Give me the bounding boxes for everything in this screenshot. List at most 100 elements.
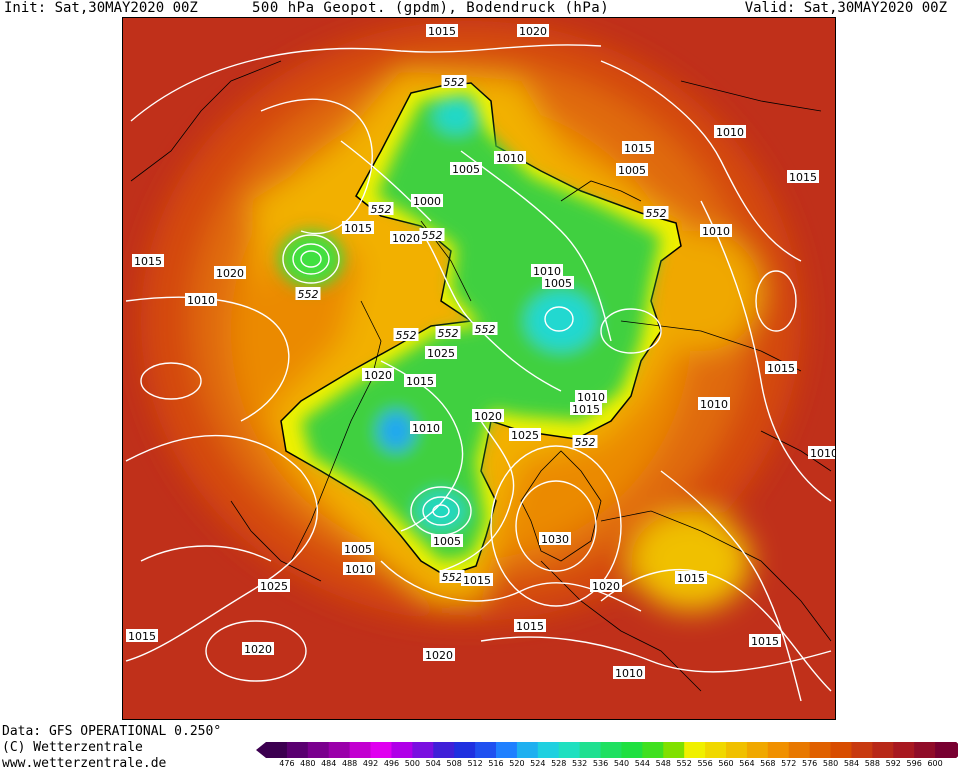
init-time-label: Init: Sat,30MAY2020 00Z bbox=[4, 0, 198, 16]
isobar-label: 1005 bbox=[431, 534, 463, 548]
isobar-label: 1020 bbox=[390, 231, 422, 245]
isobar-label: 1015 bbox=[426, 24, 458, 38]
isobar-label-text: 1015 bbox=[572, 403, 600, 416]
colorbar-segment bbox=[851, 742, 873, 758]
colorbar-tick-label: 528 bbox=[551, 759, 567, 768]
colorbar-tick-label: 536 bbox=[592, 759, 609, 768]
website-link[interactable]: www.wetterzentrale.de bbox=[2, 756, 167, 771]
isobar-label: 1020 bbox=[362, 368, 394, 382]
isobar-label-text: 552 bbox=[646, 207, 667, 220]
colorbar-segment bbox=[705, 742, 727, 758]
colorbar-tick-label: 556 bbox=[697, 759, 713, 768]
isobar-label: 1010 bbox=[531, 264, 563, 278]
colorbar-tick-label: 552 bbox=[676, 759, 692, 768]
isobar-label-text: 1010 bbox=[533, 265, 561, 278]
isobar-label: 1015 bbox=[514, 619, 546, 633]
isobar-label-text: 1015 bbox=[344, 222, 372, 235]
colorbar-tick-label: 548 bbox=[655, 759, 671, 768]
contour-label-552: 552 bbox=[643, 206, 669, 220]
colorbar-tick-label: 484 bbox=[321, 759, 337, 768]
colorbar-tick-label: 544 bbox=[634, 759, 650, 768]
colorbar-tick-label: 560 bbox=[718, 759, 734, 768]
isobar-label: 1030 bbox=[539, 532, 571, 546]
isobar-label-text: 1010 bbox=[716, 126, 744, 139]
isobar-label: 1005 bbox=[450, 162, 482, 176]
isobar-label-text: 1010 bbox=[496, 152, 524, 165]
colorbar-segment bbox=[475, 742, 497, 758]
isobar-label-text: 1015 bbox=[677, 572, 705, 585]
colorbar-segment bbox=[642, 742, 664, 758]
isobars bbox=[125, 44, 832, 702]
isobar-label: 1020 bbox=[472, 409, 504, 423]
isobar-label: 1025 bbox=[509, 428, 541, 442]
isobar-label: 1005 bbox=[616, 163, 648, 177]
colorbar-segment bbox=[621, 742, 643, 758]
isobar-label: 1015 bbox=[126, 629, 158, 643]
isobar-label: 1025 bbox=[258, 579, 290, 593]
colorbar-segment bbox=[454, 742, 476, 758]
colorbar-segment bbox=[746, 742, 769, 758]
map-title: 500 hPa Geopot. (gpdm), Bodendruck (hPa) bbox=[252, 0, 610, 16]
colorbar-segment bbox=[809, 742, 832, 758]
isobar-label-text: 552 bbox=[422, 229, 443, 242]
isobar-label: 1020 bbox=[214, 266, 246, 280]
isobar-label-text: 1025 bbox=[511, 429, 539, 442]
isobar-label: 1015 bbox=[342, 221, 374, 235]
contour-label-552: 552 bbox=[419, 228, 445, 242]
isobar-label-text: 1030 bbox=[541, 533, 569, 546]
valid-time-label: Valid: Sat,30MAY2020 00Z bbox=[744, 0, 947, 16]
isobar-label: 1010 bbox=[575, 390, 607, 404]
isobar-label: 1015 bbox=[570, 402, 602, 416]
colorbar-segment bbox=[872, 742, 894, 758]
colorbar-tick-label: 564 bbox=[739, 759, 755, 768]
colorbar-left-arrow bbox=[256, 742, 266, 758]
contour-label-552: 552 bbox=[572, 435, 598, 449]
colorbar-segment bbox=[726, 742, 748, 758]
isobar-label: 1015 bbox=[132, 254, 164, 268]
isobar-label-text: 1010 bbox=[412, 422, 440, 435]
isobar-label-text: 1020 bbox=[244, 643, 272, 656]
colorbar-segment bbox=[579, 742, 602, 758]
isobar-label: 1010 bbox=[410, 421, 442, 435]
isobar-label: 1020 bbox=[590, 579, 622, 593]
colorbar-segment bbox=[349, 742, 372, 758]
contour-label-552: 552 bbox=[435, 326, 461, 340]
colorbar-tick-label: 512 bbox=[467, 759, 483, 768]
colorbar-tick-label: 516 bbox=[488, 759, 504, 768]
isobar-label: 1010 bbox=[494, 151, 526, 165]
isobar-label-text: 1025 bbox=[427, 347, 455, 360]
isobar-label-text: 1000 bbox=[413, 195, 441, 208]
pressure-labels: 1015 102055210101015100510101005101510005… bbox=[126, 24, 835, 680]
colorbar-tick-label: 492 bbox=[362, 759, 379, 768]
isobar-label: 1010 bbox=[185, 293, 217, 307]
colorbar-segment bbox=[935, 742, 957, 758]
isobar-label: 1015 bbox=[787, 170, 819, 184]
colorbar-segment bbox=[684, 742, 706, 758]
isobar-label-text: 1010 bbox=[577, 391, 605, 404]
colorbar-tick-label: 596 bbox=[906, 759, 922, 768]
isobar-label-text: 552 bbox=[442, 571, 463, 584]
isobar-label-text: 1005 bbox=[452, 163, 480, 176]
isobar-label: 1025 bbox=[425, 346, 457, 360]
isobar-label: 1015 bbox=[461, 573, 493, 587]
colorbar-segment bbox=[914, 742, 936, 758]
colorbar-segment bbox=[433, 742, 455, 758]
isobar-label-text: 1020 bbox=[425, 649, 453, 662]
colorbar-right-arrow bbox=[956, 742, 958, 758]
isobar-label-text: 1015 bbox=[767, 362, 795, 375]
isobar-label-text: 552 bbox=[438, 327, 459, 340]
contour-label-552: 552 bbox=[441, 75, 467, 89]
contour-label-552: 552 bbox=[368, 202, 394, 216]
colorbar-tick-label: 588 bbox=[864, 759, 880, 768]
contour-label-552: 552 bbox=[472, 322, 498, 336]
isobar-label: 1015 bbox=[675, 571, 707, 585]
colorbar-tick-label: 592 bbox=[885, 759, 901, 768]
isobar-label: 1010 bbox=[808, 446, 835, 460]
isobar-label-text: 1005 bbox=[344, 543, 372, 556]
isobar-label-text: 1025 bbox=[260, 580, 288, 593]
isobar-label-text: 552 bbox=[396, 329, 417, 342]
colorbar-segment bbox=[412, 742, 434, 758]
weather-map[interactable]: 1015 1020 552 1010 1015 1005 1010 1005 1015 1000 5… bbox=[122, 17, 836, 720]
isobar-label-text: 1010 bbox=[702, 225, 730, 238]
colorbar-segment bbox=[663, 742, 685, 758]
